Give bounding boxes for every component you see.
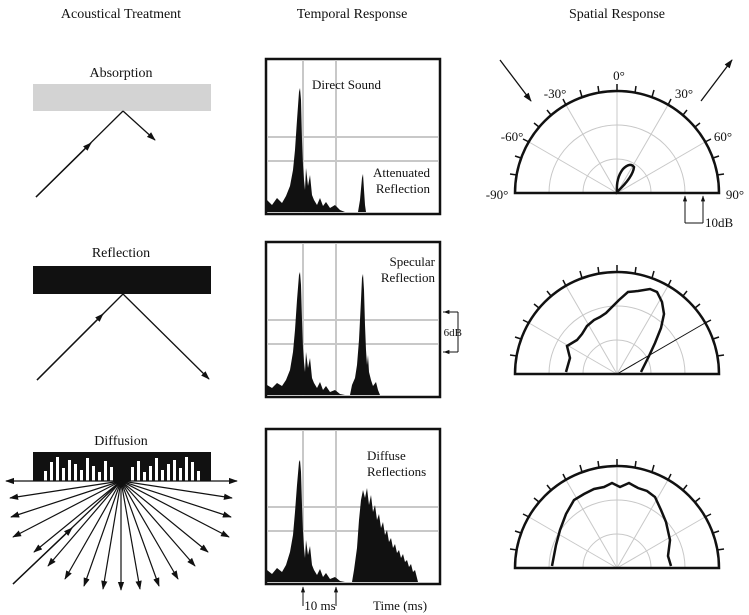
polar-axis-60-2 — [616, 322, 706, 375]
polar-outline-1 — [513, 89, 721, 195]
specular-reflection-label: Reflection — [381, 270, 436, 285]
angle-label-0: 0° — [613, 68, 625, 83]
temporal-scale-bracket — [443, 309, 459, 355]
specular-label: Specular — [390, 254, 436, 269]
direct-sound-spike-1 — [267, 88, 345, 212]
attenuated-reflection-spike — [358, 174, 366, 212]
absorption-incident-ray-arrow — [35, 142, 92, 198]
reflection-title: Reflection — [92, 246, 150, 261]
diffuse-reflections-tail — [352, 488, 418, 582]
header-temporal-response: Temporal Response — [297, 7, 408, 22]
angle-label-m60: -60° — [501, 129, 524, 144]
absorption-title: Absorption — [90, 66, 153, 81]
incident-sound-arrow — [499, 59, 532, 102]
angle-label-p60: 60° — [714, 129, 732, 144]
angle-label-m90: -90° — [486, 187, 509, 202]
direct-sound-spike-2 — [267, 272, 345, 395]
polar-ticks-1 — [509, 84, 725, 176]
temporal-box-reflection — [264, 240, 442, 399]
polar-outline-3 — [513, 464, 721, 570]
time-scale-bracket — [300, 586, 339, 606]
time-scale-label: 10 ms — [304, 598, 335, 613]
diffuse-rays — [5, 477, 238, 591]
diffuse-reflections-label: Reflections — [367, 464, 426, 479]
temporal-box-absorption — [264, 57, 442, 216]
attenuated-label: Attenuated — [373, 165, 431, 180]
polar-scale-bracket — [682, 195, 706, 224]
absorption-reflected-ray — [122, 110, 156, 141]
polar-ticks-3 — [509, 459, 725, 551]
attenuated-reflection-label: Reflection — [376, 181, 431, 196]
angle-label-p90: 90° — [726, 187, 744, 202]
reflected-sound-arrow — [700, 59, 733, 102]
polar-grid-1 — [528, 91, 706, 194]
polar-lobe-absorption — [615, 163, 636, 195]
absorber-panel — [33, 84, 211, 111]
direct-sound-spike-3 — [267, 460, 345, 582]
diffusion-incident-ray-arrow — [12, 527, 73, 585]
polar-scale-label: 10dB — [705, 215, 734, 230]
temporal-scale-label: 6dB — [444, 327, 462, 339]
polar-lobe-diffusion — [550, 481, 673, 567]
diffusion-title: Diffusion — [94, 434, 147, 449]
polar-grid-3 — [528, 466, 706, 569]
polar-outline-2 — [513, 270, 721, 376]
polar-grid-2 — [528, 272, 686, 375]
polar-lobe-reflection — [564, 287, 666, 373]
header-spatial-response: Spatial Response — [569, 7, 665, 22]
polar-ticks-2 — [509, 265, 725, 357]
reflector-panel — [33, 266, 211, 294]
direct-sound-label: Direct Sound — [312, 77, 381, 92]
diffuser-panel — [33, 452, 211, 481]
angle-label-m30: -30° — [544, 86, 567, 101]
reflection-incident-ray-arrow — [36, 313, 104, 381]
time-axis-label: Time (ms) — [373, 598, 427, 613]
specular-reflected-ray — [122, 293, 210, 380]
header-acoustical-treatment: Acoustical Treatment — [61, 7, 181, 22]
specular-reflection-spike — [350, 274, 380, 395]
angle-label-p30: 30° — [675, 86, 693, 101]
temporal-box-diffusion — [264, 427, 442, 586]
diffuse-label: Diffuse — [367, 448, 406, 463]
